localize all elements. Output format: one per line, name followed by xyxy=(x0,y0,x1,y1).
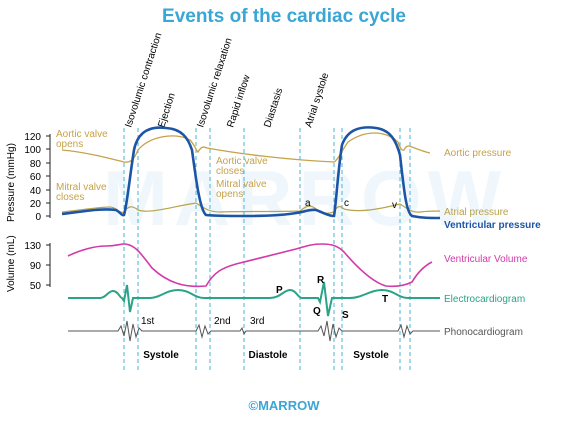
aortic-valve-opens-label: Aortic valve opens xyxy=(56,129,110,150)
wave-c-label: c xyxy=(344,198,349,209)
phase-label-diastasis: Diastasis xyxy=(262,87,285,129)
volume-tick-90: 90 xyxy=(30,261,42,272)
label-systole-second: Systole xyxy=(353,350,389,361)
ecg-r-label: R xyxy=(317,275,325,286)
phase-label-isovolumic-contraction: Isovolumic contraction xyxy=(123,31,164,128)
pressure-tick-0: 0 xyxy=(35,212,41,223)
pressure-axis-label: Pressure (mmHg) xyxy=(6,143,17,222)
volume-axis-label: Volume (mL) xyxy=(6,235,17,292)
heart-sound-1st-label: 1st xyxy=(141,316,155,327)
ecg-q-label: Q xyxy=(313,306,321,317)
label-systole-first: Systole xyxy=(143,350,179,361)
phase-label-rapid-inflow: Rapid inflow xyxy=(225,73,253,129)
pressure-tick-60: 60 xyxy=(30,172,42,183)
ecg-s-label: S xyxy=(342,310,349,321)
volume-tick-50: 50 xyxy=(30,281,42,292)
diagram-title: Events of the cardiac cycle xyxy=(162,6,406,27)
pressure-tick-120: 120 xyxy=(24,132,41,143)
legend-atrial-pressure: Atrial pressure xyxy=(444,207,509,218)
wave-a-label: a xyxy=(305,198,311,209)
ecg-p-label: P xyxy=(276,285,283,296)
pressure-tick-100: 100 xyxy=(24,145,41,156)
marrow-logo: ©MARROW xyxy=(249,398,321,413)
phase-label-atrial-systole: Atrial systole xyxy=(303,71,331,129)
legend-electrocardiogram: Electrocardiogram xyxy=(444,294,525,305)
phase-labels: Isovolumic contraction Ejection Isovolum… xyxy=(123,31,331,128)
volume-tick-130: 130 xyxy=(24,241,41,252)
phase-label-ejection: Ejection xyxy=(156,92,177,129)
legend-ventricular-pressure: Ventricular pressure xyxy=(444,220,541,231)
heart-sound-3rd-label: 3rd xyxy=(250,316,264,327)
ecg-t-label: T xyxy=(382,294,388,305)
pressure-tick-20: 20 xyxy=(30,199,42,210)
cycle-phase-labels: Systole Diastole Systole xyxy=(143,350,389,361)
volume-ticks: 130 90 50 xyxy=(24,241,50,292)
legend-aortic-pressure: Aortic pressure xyxy=(444,148,512,159)
label-diastole: Diastole xyxy=(249,350,288,361)
wave-v-label: v xyxy=(392,200,397,211)
heart-sound-2nd-label: 2nd xyxy=(214,316,231,327)
pressure-tick-80: 80 xyxy=(30,159,42,170)
pressure-ticks: 120 100 80 60 40 20 0 xyxy=(24,132,50,223)
legend-ventricular-volume: Ventricular Volume xyxy=(444,254,528,265)
legend-phonocardiogram: Phonocardiogram xyxy=(444,327,523,338)
ventricular-volume-curve xyxy=(68,244,432,286)
mitral-valve-closes-label: Mitral valve closes xyxy=(56,182,109,203)
pressure-tick-40: 40 xyxy=(30,186,42,197)
